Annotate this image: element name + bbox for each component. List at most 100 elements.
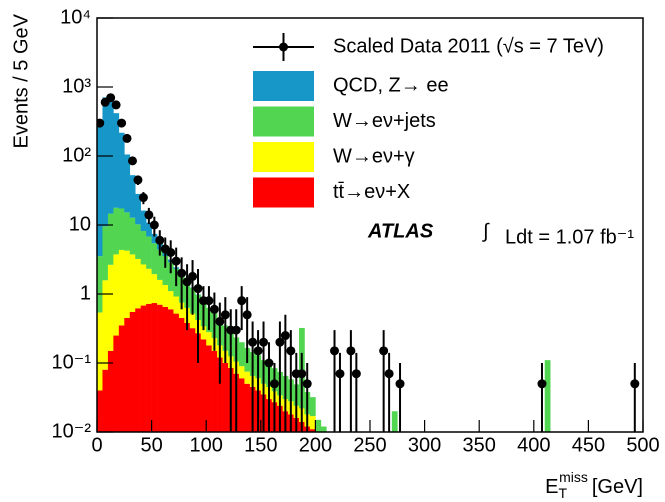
histogram-bar: [140, 231, 147, 265]
y-tick-label: 10⁻²: [52, 420, 92, 442]
histogram-bar: [244, 371, 251, 384]
data-point: [166, 247, 176, 257]
data-point: [335, 369, 345, 379]
data-point: [188, 271, 198, 281]
legend-label: Scaled Data 2011 (√s = 7 TeV): [333, 35, 604, 57]
x-label-unit: [GeV]: [592, 476, 643, 498]
histogram-bar: [391, 411, 398, 432]
histogram-bar: [113, 207, 120, 255]
histogram-bar: [315, 419, 322, 432]
data-point: [97, 118, 105, 128]
histogram-bar: [146, 303, 152, 432]
data-point: [149, 220, 159, 230]
data-point: [264, 358, 274, 368]
histogram-bar: [206, 332, 212, 346]
histogram-bar: [244, 383, 251, 432]
legend-swatch: [253, 71, 314, 101]
legend-label: W→eν+γ: [333, 145, 415, 167]
data-point: [220, 310, 230, 320]
x-tick-label: 500: [626, 434, 659, 456]
histogram-bar: [157, 304, 163, 432]
data-point: [177, 268, 187, 278]
data-point: [231, 325, 241, 335]
data-point: [275, 337, 285, 347]
y-tick-label: 10⁻¹: [52, 351, 92, 373]
histogram-bar: [135, 193, 141, 225]
histogram-bar: [173, 313, 180, 432]
x-tick-label: 300: [408, 434, 441, 456]
histogram-bar: [107, 350, 114, 432]
histogram-bar: [162, 306, 169, 432]
legend-swatch: [253, 142, 314, 172]
histogram-bar: [146, 222, 152, 237]
y-tick-label: 10⁴: [60, 6, 91, 28]
histogram-bar: [162, 256, 169, 286]
histogram-bar: [113, 113, 120, 208]
histogram-bar: [113, 335, 120, 432]
data-point: [384, 369, 394, 379]
histogram-bar: [124, 250, 131, 318]
y-axis-label: Events / 5 GeV: [10, 13, 32, 148]
data-point: [122, 133, 132, 143]
data-point: [351, 369, 361, 379]
histogram-bar: [206, 345, 212, 432]
histogram-bar: [107, 264, 114, 351]
histogram-bar: [195, 333, 202, 432]
data-point: [193, 284, 203, 294]
x-label-sub: T: [559, 485, 568, 501]
data-point: [106, 93, 116, 103]
y-tick-label: 1: [80, 282, 91, 304]
histogram-bar: [129, 175, 136, 218]
data-point: [144, 210, 154, 220]
data-point: [330, 346, 340, 356]
histogram-bar: [118, 325, 125, 432]
x-tick-label: 200: [299, 434, 332, 456]
histogram-bar: [151, 303, 158, 432]
histogram-bar: [189, 313, 196, 329]
data-point: [117, 118, 127, 128]
histogram-bar: [200, 326, 207, 340]
histogram-bar: [167, 291, 174, 310]
histogram-bar: [129, 217, 136, 255]
histogram-bar: [222, 363, 229, 432]
experiment-label: ATLAS: [367, 220, 434, 242]
x-tick-label: 400: [517, 434, 550, 456]
data-point: [242, 310, 252, 320]
data-point: [379, 346, 389, 356]
data-point: [215, 316, 225, 326]
legend-label: QCD, Z→ ee: [333, 74, 449, 96]
legend-label: tt̄→eν+X: [333, 180, 410, 202]
legend-swatch: [253, 106, 314, 137]
histogram-bar: [129, 311, 136, 432]
histogram-bar: [151, 233, 158, 244]
data-point: [280, 331, 290, 341]
plot-area: [97, 93, 640, 432]
data-point: [138, 193, 148, 203]
histogram-bar: [151, 243, 158, 275]
histogram-bar: [211, 350, 218, 432]
data-point: [111, 100, 121, 110]
histogram-bar: [124, 317, 131, 432]
legend-marker: [279, 42, 288, 52]
histogram-bar: [238, 342, 245, 367]
data-point: [302, 379, 312, 389]
histogram-bar: [184, 322, 191, 432]
data-point: [537, 379, 547, 389]
histogram-bar: [238, 378, 245, 432]
histogram-bar: [157, 279, 163, 305]
histogram-bar: [320, 426, 327, 432]
histogram-bar: [157, 249, 163, 280]
data-point: [209, 304, 219, 314]
histogram-bar: [146, 236, 152, 269]
x-tick-label: 50: [140, 434, 162, 456]
luminosity-label: Ldt = 1.07 fb⁻¹: [505, 226, 634, 248]
data-point: [259, 337, 269, 347]
data-point: [630, 379, 640, 389]
histogram-bar: [97, 390, 103, 432]
histogram-bar: [140, 305, 147, 432]
histogram-bar: [309, 429, 316, 432]
data-point: [237, 296, 247, 306]
histogram-bar: [140, 210, 147, 232]
legend-label: W→eν+jets: [333, 110, 436, 132]
